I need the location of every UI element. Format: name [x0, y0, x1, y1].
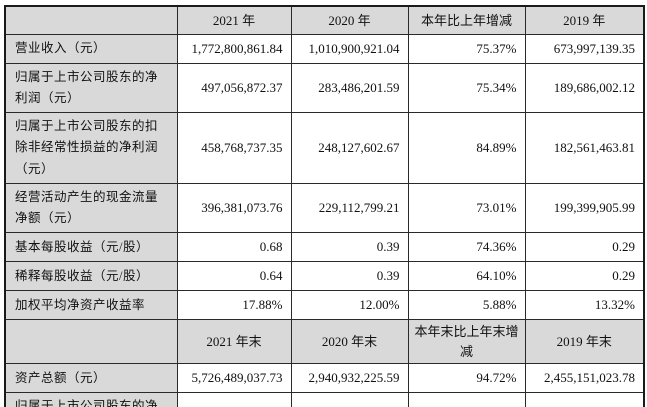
eoy-header-2021: 2021 年末 [176, 319, 292, 365]
value-2020: 229,112,799.21 [290, 182, 409, 234]
value-2019: 199,399,905.99 [524, 182, 645, 234]
row-label-net-assets: 归属于上市公司股东的净资产（元） [4, 392, 178, 407]
value-2019: 13.32% [524, 290, 645, 321]
value-2020: 1,010,900,921.04 [290, 33, 409, 64]
value-2021: 458,768,737.35 [176, 112, 292, 184]
year-header-2019: 2019 年 [524, 5, 645, 35]
table-row: 归属于上市公司股东的净利润（元） 497,056,872.37 283,486,… [4, 62, 645, 113]
value-2020: 2,940,932,225.59 [290, 363, 409, 394]
eoy-header-2019: 2019 年末 [524, 319, 645, 365]
value-2021: 5,726,489,037.73 [176, 363, 292, 394]
value-change: 31.41% [407, 392, 526, 407]
value-2019: 182,561,463.81 [524, 112, 645, 184]
year-header-2020: 2020 年 [290, 5, 409, 35]
value-2020: 248,127,602.67 [290, 112, 409, 184]
corner-cell [4, 319, 178, 365]
eoy-header-2020: 2020 年末 [290, 319, 409, 365]
value-2021: 3,269,250,995.43 [176, 392, 292, 407]
value-change: 75.37% [407, 33, 526, 64]
table-row: 加权平均净资产收益率 17.88% 12.00% 5.88% 13.32% [4, 290, 645, 321]
value-2021: 0.64 [176, 261, 292, 292]
row-label-basic-eps: 基本每股收益（元/股） [4, 232, 178, 263]
value-change: 84.89% [407, 112, 526, 184]
value-2020: 2,487,905,136.17 [290, 392, 409, 407]
table-row: 资产总额（元） 5,726,489,037.73 2,940,932,225.5… [4, 363, 645, 394]
financial-summary-table: 2021 年 2020 年 本年比上年增减 2019 年 营业收入（元） 1,7… [4, 5, 645, 407]
value-2019: 189,686,002.12 [524, 62, 645, 113]
corner-cell [4, 5, 178, 35]
year-header-2021: 2021 年 [176, 5, 292, 35]
row-label-revenue: 营业收入（元） [4, 33, 178, 64]
value-2020: 0.39 [290, 261, 409, 292]
year-header-change: 本年比上年增减 [407, 5, 526, 35]
value-2020: 283,486,201.59 [290, 62, 409, 113]
value-2019: 0.29 [524, 232, 645, 263]
table-row: 归属于上市公司股东的净资产（元） 3,269,250,995.43 2,487,… [4, 392, 645, 407]
value-change: 75.34% [407, 62, 526, 113]
row-label-operating-cash-flow: 经营活动产生的现金流量净额（元） [4, 182, 178, 234]
table-row: 稀释每股收益（元/股） 0.64 0.39 64.10% 0.29 [4, 261, 645, 292]
value-2021: 497,056,872.37 [176, 62, 292, 113]
table-row: 营业收入（元） 1,772,800,861.84 1,010,900,921.0… [4, 33, 645, 64]
row-label-diluted-eps: 稀释每股收益（元/股） [4, 261, 178, 292]
value-change: 94.72% [407, 363, 526, 394]
value-2019: 2,245,937,201.96 [524, 392, 645, 407]
value-2019: 673,997,139.35 [524, 33, 645, 64]
value-2021: 1,772,800,861.84 [176, 33, 292, 64]
eoy-header-row: 2021 年末 2020 年末 本年末比上年末增减 2019 年末 [4, 319, 645, 365]
eoy-header-change: 本年末比上年末增减 [407, 319, 526, 365]
value-2019: 0.29 [524, 261, 645, 292]
table-row: 经营活动产生的现金流量净额（元） 396,381,073.76 229,112,… [4, 182, 645, 234]
value-change: 5.88% [407, 290, 526, 321]
period-header-row: 2021 年 2020 年 本年比上年增减 2019 年 [4, 5, 645, 35]
value-change: 74.36% [407, 232, 526, 263]
row-label-total-assets: 资产总额（元） [4, 363, 178, 394]
value-2021: 396,381,073.76 [176, 182, 292, 234]
value-2020: 0.39 [290, 232, 409, 263]
value-2021: 0.68 [176, 232, 292, 263]
value-2021: 17.88% [176, 290, 292, 321]
row-label-net-profit-deducted: 归属于上市公司股东的扣除非经常性损益的净利润（元） [4, 112, 178, 184]
value-2020: 12.00% [290, 290, 409, 321]
table-row: 基本每股收益（元/股） 0.68 0.39 74.36% 0.29 [4, 232, 645, 263]
value-change: 73.01% [407, 182, 526, 234]
row-label-net-profit: 归属于上市公司股东的净利润（元） [4, 62, 178, 113]
value-2019: 2,455,151,023.78 [524, 363, 645, 394]
table-row: 归属于上市公司股东的扣除非经常性损益的净利润（元） 458,768,737.35… [4, 112, 645, 184]
value-change: 64.10% [407, 261, 526, 292]
row-label-weighted-avg-roe: 加权平均净资产收益率 [4, 290, 178, 321]
